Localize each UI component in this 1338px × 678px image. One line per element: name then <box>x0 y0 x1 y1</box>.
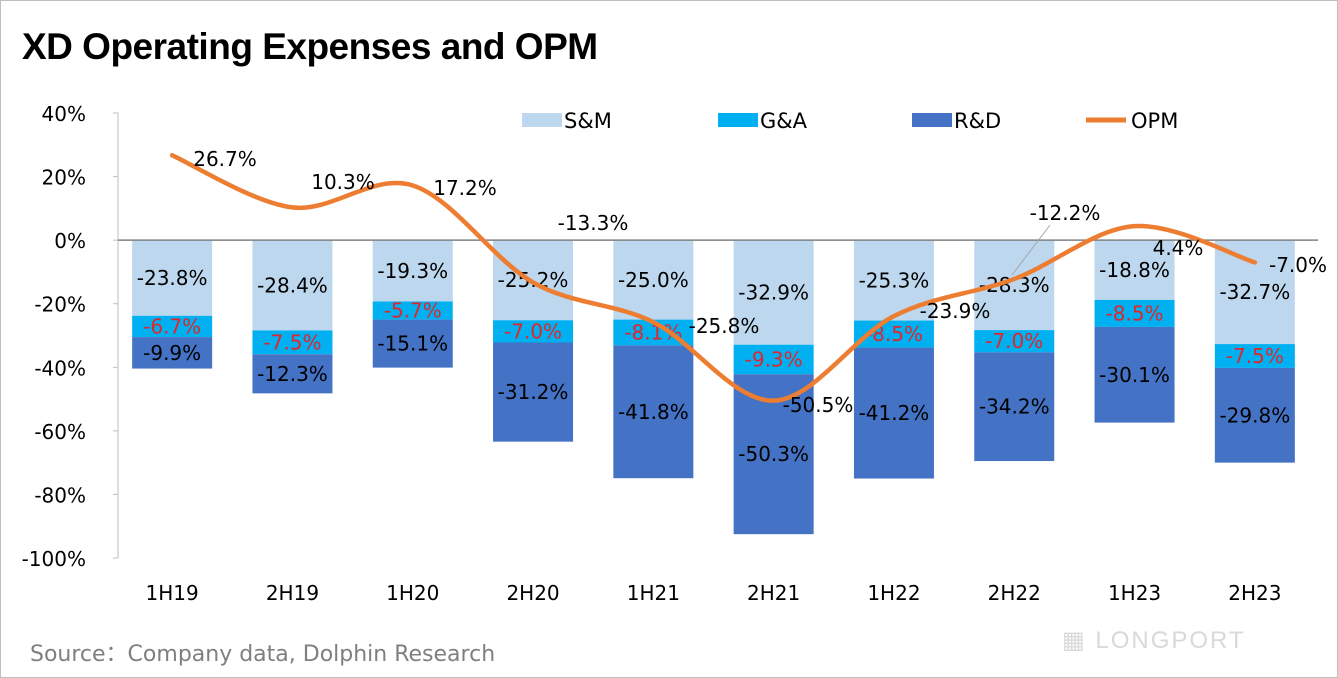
bar-value-label: -5.7% <box>384 299 442 323</box>
x-tick-label: 1H22 <box>867 581 920 605</box>
x-tick-label: 1H23 <box>1108 581 1161 605</box>
opm-value-label: -13.3% <box>558 211 629 235</box>
bar-value-label: -6.7% <box>143 314 201 338</box>
bar-value-label: -32.9% <box>738 280 809 304</box>
bar-ga <box>1214 344 1295 368</box>
bar-value-label: -9.9% <box>143 341 201 365</box>
leader-line <box>1011 224 1051 276</box>
bar-value-label: -7.0% <box>985 329 1043 353</box>
bar-value-label: -41.8% <box>618 400 689 424</box>
x-tick-label: 2H19 <box>266 581 319 605</box>
source-note: Source：Company data, Dolphin Research <box>30 642 496 667</box>
opm-value-label: -7.0% <box>1269 253 1327 277</box>
bar-sm <box>132 240 213 316</box>
x-tick-label: 2H20 <box>506 581 559 605</box>
y-tick-label: -80% <box>34 483 86 507</box>
bar-rd <box>853 347 934 479</box>
bar-rd <box>372 319 453 368</box>
bar-value-label: -31.2% <box>498 380 569 404</box>
bar-value-label: -29.8% <box>1219 403 1290 427</box>
y-tick-label: 20% <box>42 166 86 190</box>
x-tick-label: 2H23 <box>1228 581 1281 605</box>
bar-value-label: -50.3% <box>738 442 809 466</box>
legend-swatch <box>522 113 562 127</box>
bar-value-label: -8.5% <box>865 322 923 346</box>
bar-value-label: -7.5% <box>1226 344 1284 368</box>
bar-ga <box>252 330 333 355</box>
y-tick-label: 40% <box>42 102 86 126</box>
legend-swatch <box>718 113 758 127</box>
y-tick-label: -100% <box>22 547 86 571</box>
opm-value-label: -23.9% <box>920 299 991 323</box>
legend-label: G&A <box>760 109 808 133</box>
y-tick-label: -20% <box>34 293 86 317</box>
bar-value-label: -7.0% <box>504 319 562 343</box>
x-tick-label: 1H20 <box>386 581 439 605</box>
y-tick-label: -40% <box>34 356 86 380</box>
bar-sm <box>372 240 453 302</box>
chart-title: XD Operating Expenses and OPM <box>22 26 598 67</box>
bar-value-label: -28.4% <box>257 273 328 297</box>
opm-value-label: -25.8% <box>689 314 760 338</box>
bar-rd <box>252 354 333 394</box>
bar-value-label: -34.2% <box>979 395 1050 419</box>
opm-line <box>169 153 1258 403</box>
bar-value-label: -25.0% <box>618 268 689 292</box>
bar-sm <box>1214 240 1295 345</box>
bar-sm <box>1094 240 1175 300</box>
legend-label: OPM <box>1131 109 1178 133</box>
legend-label: S&M <box>564 109 612 133</box>
opm-value-label: 26.7% <box>193 147 257 171</box>
bar-rd <box>493 342 574 442</box>
x-tick-label: 1H21 <box>627 581 680 605</box>
bar-value-label: -32.7% <box>1219 280 1290 304</box>
bar-rd <box>1094 326 1175 423</box>
longport-logo: ▦ LONGPORT <box>1062 627 1246 654</box>
opm-value-label: -12.2% <box>1030 201 1101 225</box>
bar-sm <box>252 240 333 331</box>
bar-value-label: -12.3% <box>257 362 328 386</box>
bar-value-label: -9.3% <box>745 347 803 371</box>
bar-ga <box>372 301 453 320</box>
opm-value-label: 17.2% <box>433 176 497 200</box>
legend-swatch <box>912 113 952 127</box>
x-tick-label: 2H21 <box>747 581 800 605</box>
bar-value-label: -7.5% <box>263 330 321 354</box>
opm-value-label: -50.5% <box>783 393 854 417</box>
bar-ga <box>733 344 814 375</box>
bar-value-label: -19.3% <box>377 259 448 283</box>
x-tick-label: 1H19 <box>146 581 199 605</box>
bar-ga <box>1094 299 1175 327</box>
bar-rd <box>132 337 213 369</box>
bar-rd <box>974 352 1055 462</box>
y-tick-label: 0% <box>54 229 86 253</box>
bar-sm <box>733 240 814 345</box>
bar-value-label: -18.8% <box>1099 258 1170 282</box>
bar-rd <box>1214 367 1295 463</box>
x-tick-label: 2H22 <box>988 581 1041 605</box>
bar-ga <box>974 330 1055 353</box>
legend-label: R&D <box>954 109 1001 133</box>
bar-value-label: -8.5% <box>1106 301 1164 325</box>
bar-value-label: -15.1% <box>377 332 448 356</box>
bar-ga <box>493 320 574 343</box>
bar-value-label: -41.2% <box>859 401 930 425</box>
bar-sm <box>613 240 694 320</box>
bar-ga <box>132 315 213 338</box>
y-tick-label: -60% <box>34 420 86 444</box>
bar-value-label: -25.3% <box>859 268 930 292</box>
bar-rd <box>613 345 694 479</box>
bar-value-label: -23.8% <box>137 266 208 290</box>
bar-value-label: -30.1% <box>1099 363 1170 387</box>
opm-value-label: 10.3% <box>311 170 375 194</box>
opm-value-label: 4.4% <box>1153 236 1204 260</box>
